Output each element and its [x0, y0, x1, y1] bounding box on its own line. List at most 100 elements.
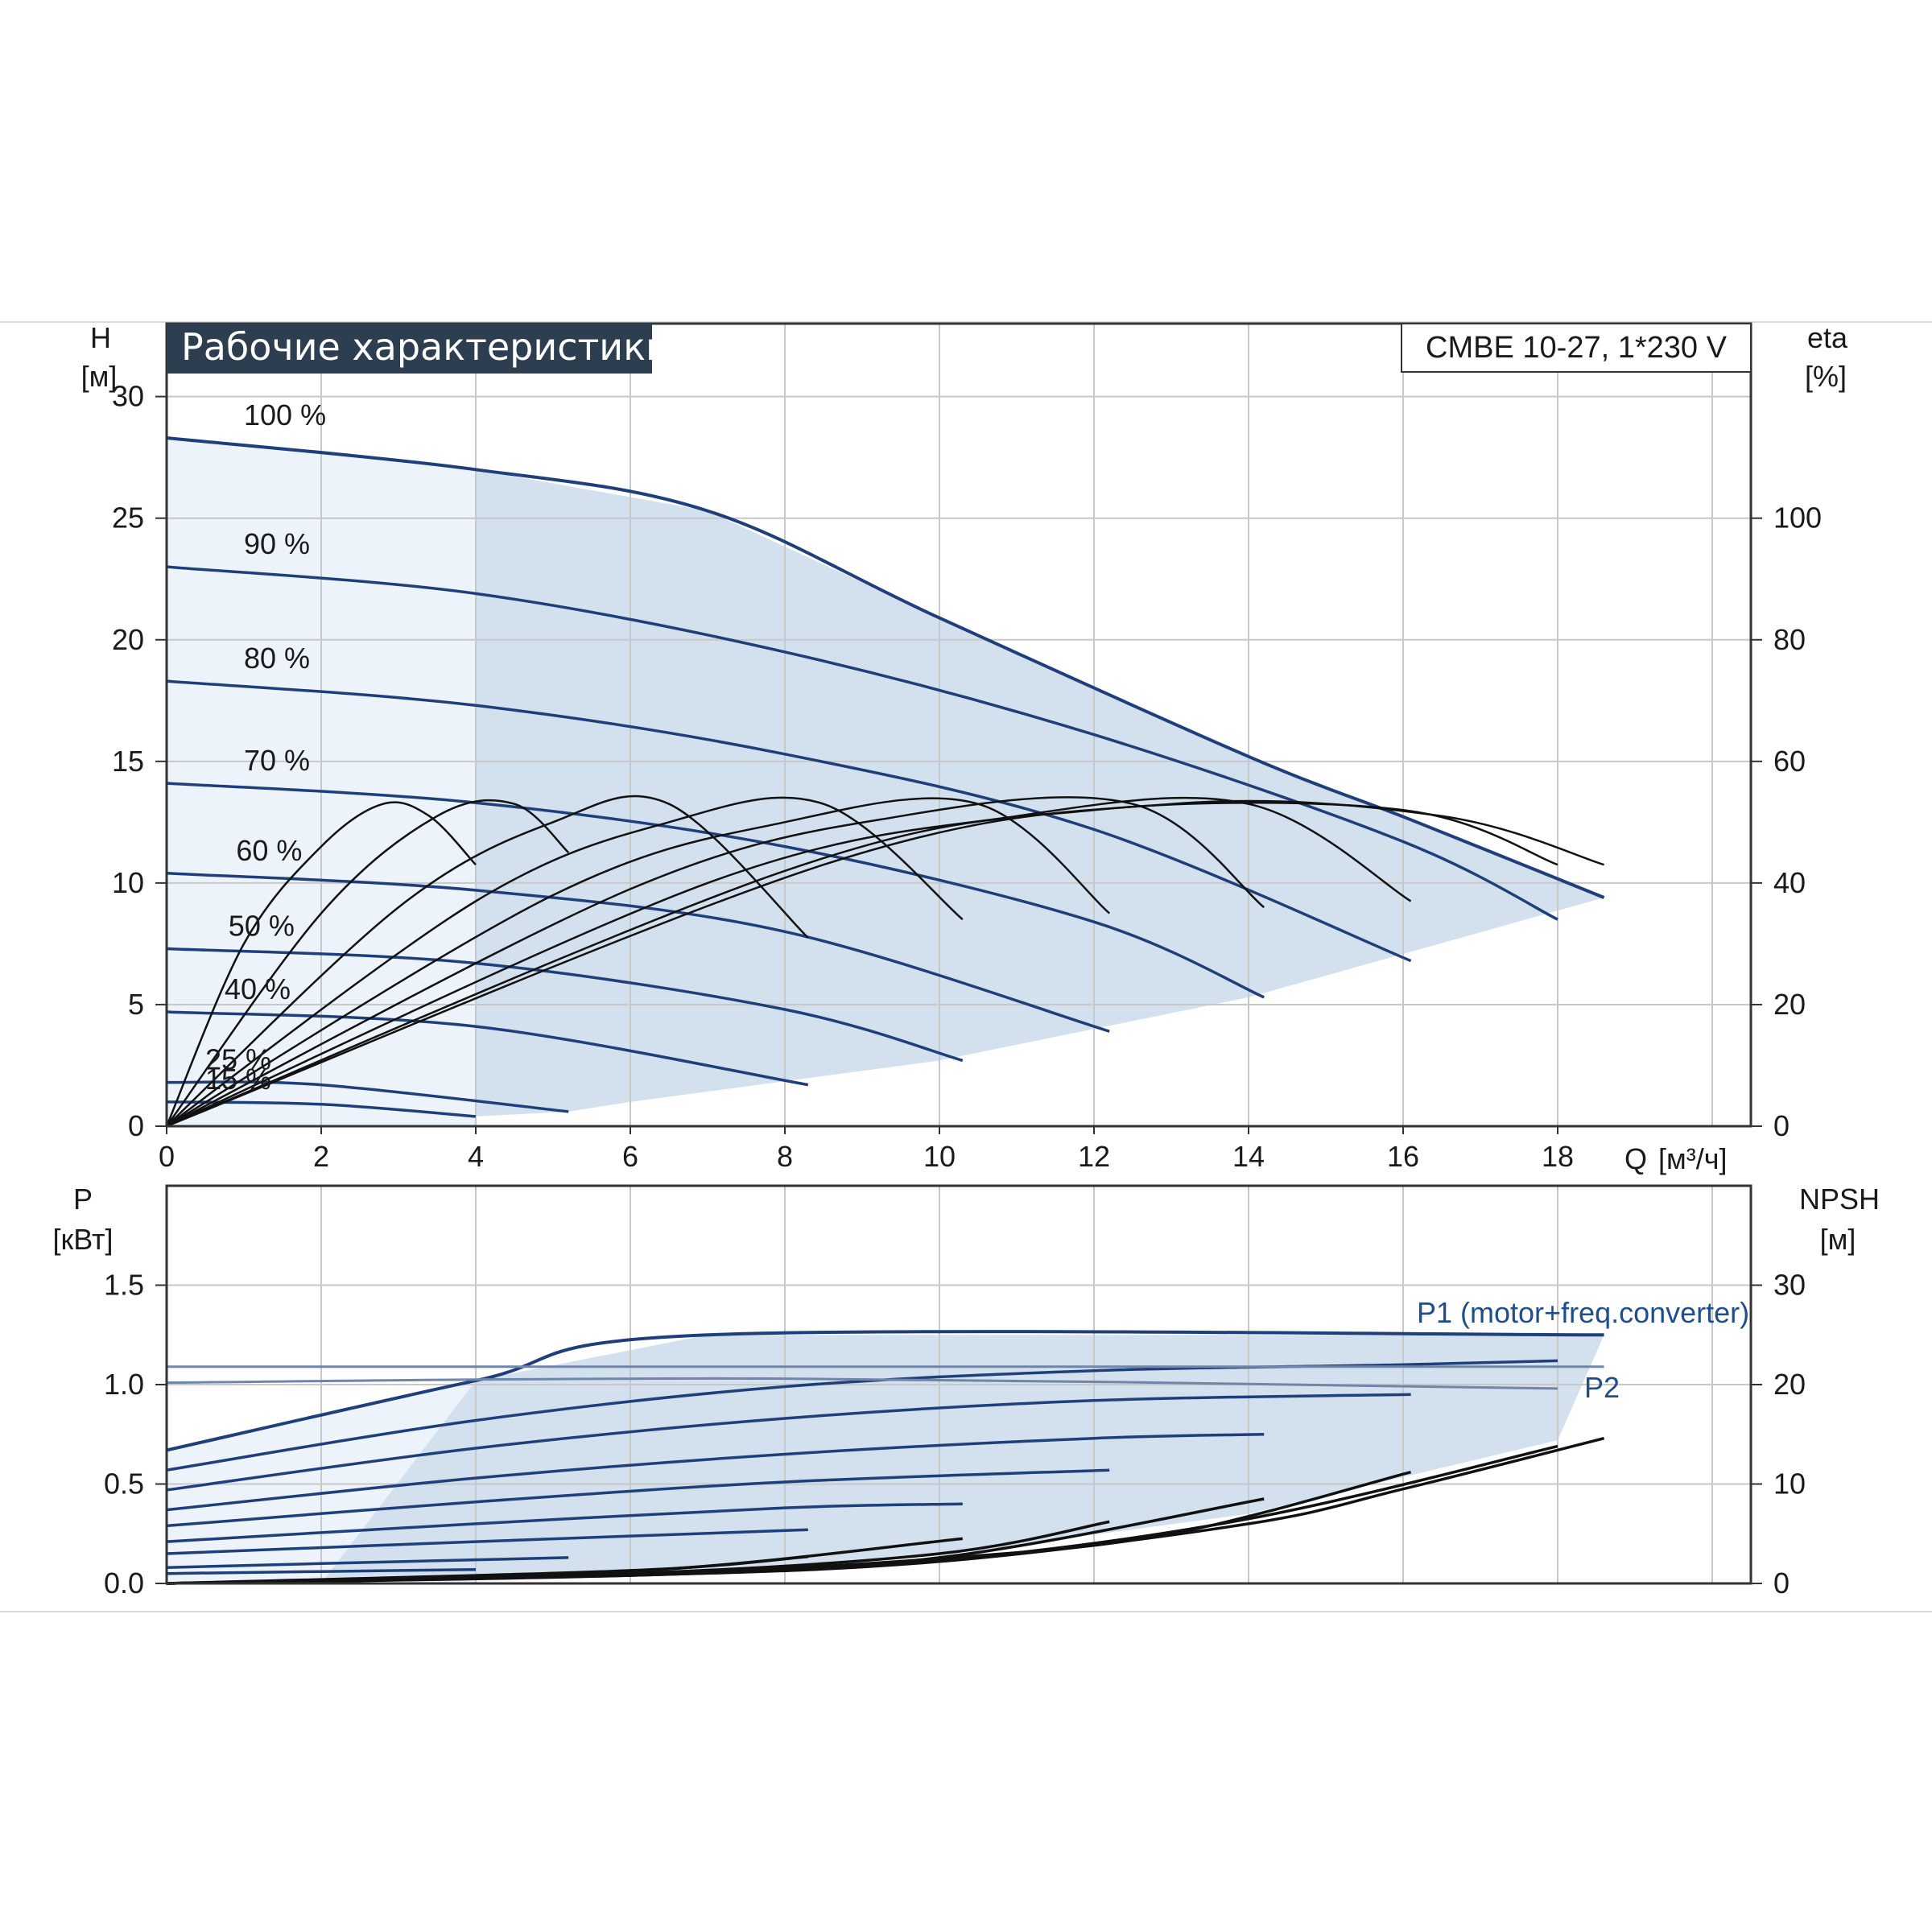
speed-curve [166, 1080, 569, 1113]
x-tick-label: 8 [777, 1140, 793, 1173]
speed-curve [166, 436, 1605, 899]
flow-axis-unit: [м³/ч] [1658, 1142, 1728, 1175]
model-label: CMBE 10-27, 1*230 V [1426, 331, 1728, 365]
x-tick-label: 4 [468, 1140, 484, 1173]
head-tick-label: 15 [112, 745, 144, 778]
x-tick-label: 10 [923, 1140, 956, 1173]
speed-label: 90 % [244, 527, 310, 560]
head-tick-label: 10 [112, 866, 144, 899]
speed-curve [166, 782, 1265, 999]
npsh-tick-label: 30 [1773, 1269, 1806, 1302]
head-panel: 0 2 4 6 8 10 12 14 16 18 0 5 10 15 20 25 30 0 20 40 60 80 10… [81, 321, 1848, 1175]
head-tick-label: 20 [112, 623, 144, 656]
speed-label: 15 % [205, 1063, 271, 1096]
head-panel-border [165, 322, 1752, 1128]
eta-tick-label: 20 [1773, 988, 1806, 1021]
p1-curve [166, 1468, 1110, 1528]
npsh-curves [166, 1437, 1605, 1585]
efficiency-curve [166, 795, 809, 1127]
eta-axis-unit: [%] [1805, 360, 1847, 393]
p1-curve [166, 1567, 477, 1575]
speed-label: 50 % [229, 909, 295, 942]
head-operating-range [476, 469, 1604, 1117]
power-tick-label: 0.0 [104, 1567, 144, 1600]
x-tick-label: 18 [1542, 1140, 1574, 1173]
head-panel-grid [167, 324, 1751, 1126]
npsh-tick-label: 20 [1773, 1368, 1806, 1401]
head-axis-unit: [м] [81, 360, 118, 393]
eta-y-ticks: 0 20 40 60 80 100 [1751, 502, 1822, 1142]
efficiency-curve [166, 796, 1412, 1128]
speed-label: 25 % [205, 1043, 271, 1076]
x-tick-label: 6 [622, 1140, 638, 1173]
npsh-tick-label: 10 [1773, 1468, 1806, 1501]
x-tick-label: 2 [313, 1140, 329, 1173]
efficiency-curves [165, 795, 1604, 1128]
speed-curves [166, 436, 1605, 1118]
power-tick-label: 1.5 [104, 1269, 144, 1302]
eta-tick-label: 60 [1773, 745, 1806, 778]
power-panel-grid [167, 1186, 1751, 1583]
chart-title-background [167, 324, 652, 374]
power-tick-label: 0.5 [104, 1468, 144, 1501]
x-tick-label: 14 [1232, 1140, 1265, 1173]
npsh-axis-unit: [м] [1820, 1223, 1856, 1256]
speed-curve [166, 565, 1558, 921]
power-y-ticks: 0.0 0.5 1.0 1.5 [104, 1269, 167, 1600]
flow-axis-label: Q [1624, 1142, 1647, 1175]
power-tick-label: 1.0 [104, 1368, 144, 1401]
p2-series-label: P2 [1584, 1371, 1620, 1404]
speed-label: 70 % [244, 744, 310, 777]
power-axis-unit: [кВт] [52, 1223, 113, 1256]
model-box [1401, 323, 1752, 373]
speed-label: 100 % [244, 398, 326, 431]
efficiency-curve [165, 801, 477, 1127]
head-tick-label: 30 [112, 380, 144, 413]
head-tick-label: 5 [128, 988, 144, 1021]
p1-curve [166, 1556, 569, 1569]
speed-labels: 100 % 90 % 80 % 70 % 60 % 50 % 40 % 25 %15 % [205, 398, 326, 1096]
speed-curve [166, 679, 1412, 963]
x-tick-label: 12 [1078, 1140, 1110, 1173]
npsh-axis-label: NPSH [1799, 1183, 1880, 1216]
npsh-curve [166, 1554, 808, 1585]
x-tick-label: 16 [1387, 1140, 1419, 1173]
x-tick-label: 0 [159, 1140, 175, 1173]
speed-label: 80 % [244, 642, 310, 675]
speed-curve [166, 1100, 477, 1118]
head-y-ticks: 0 5 10 15 20 25 30 [112, 380, 167, 1142]
efficiency-curve [166, 796, 964, 1128]
p1-curve [166, 1433, 1265, 1512]
speed-curve [166, 1010, 809, 1087]
efficiency-curve [166, 796, 1265, 1128]
p1-curve [166, 1528, 808, 1555]
npsh-tick-label: 0 [1773, 1567, 1790, 1600]
npsh-y-ticks: 0 10 20 30 [1751, 1269, 1806, 1600]
p1-curve [166, 1330, 1604, 1452]
p1-curves [166, 1330, 1604, 1575]
speed-label: 40 % [225, 972, 291, 1005]
head-tick-label: 25 [112, 502, 144, 535]
chart-title: Рабочие характеристики [181, 325, 670, 369]
head-tick-label: 0 [128, 1109, 144, 1142]
head-axis-label: H [90, 321, 111, 354]
p1-curve [166, 1502, 963, 1543]
eta-tick-label: 40 [1773, 866, 1806, 899]
speed-label: 60 % [236, 834, 302, 867]
eta-tick-label: 0 [1773, 1109, 1790, 1142]
speed-curve [166, 872, 1110, 1033]
eta-tick-label: 100 [1773, 502, 1822, 535]
efficiency-curve [166, 797, 1110, 1128]
eta-tick-label: 80 [1773, 623, 1806, 656]
head-x-ticks: 0 2 4 6 8 10 12 14 16 18 [159, 1126, 1574, 1173]
p2-curves [166, 1365, 1604, 1390]
eta-axis-label: eta [1807, 321, 1848, 354]
power-axis-label: P [73, 1183, 93, 1216]
p2-curve [166, 1377, 1558, 1390]
p1-series-label: P1 (motor+freq.converter) [1417, 1296, 1749, 1329]
efficiency-curve [165, 799, 570, 1127]
power-panel: 0.0 0.5 1.0 1.5 0 10 20 30 P [кВт] NPSH [м] P1… [52, 1183, 1880, 1600]
p1-curve [166, 1393, 1411, 1492]
efficiency-curve [166, 799, 1604, 1128]
